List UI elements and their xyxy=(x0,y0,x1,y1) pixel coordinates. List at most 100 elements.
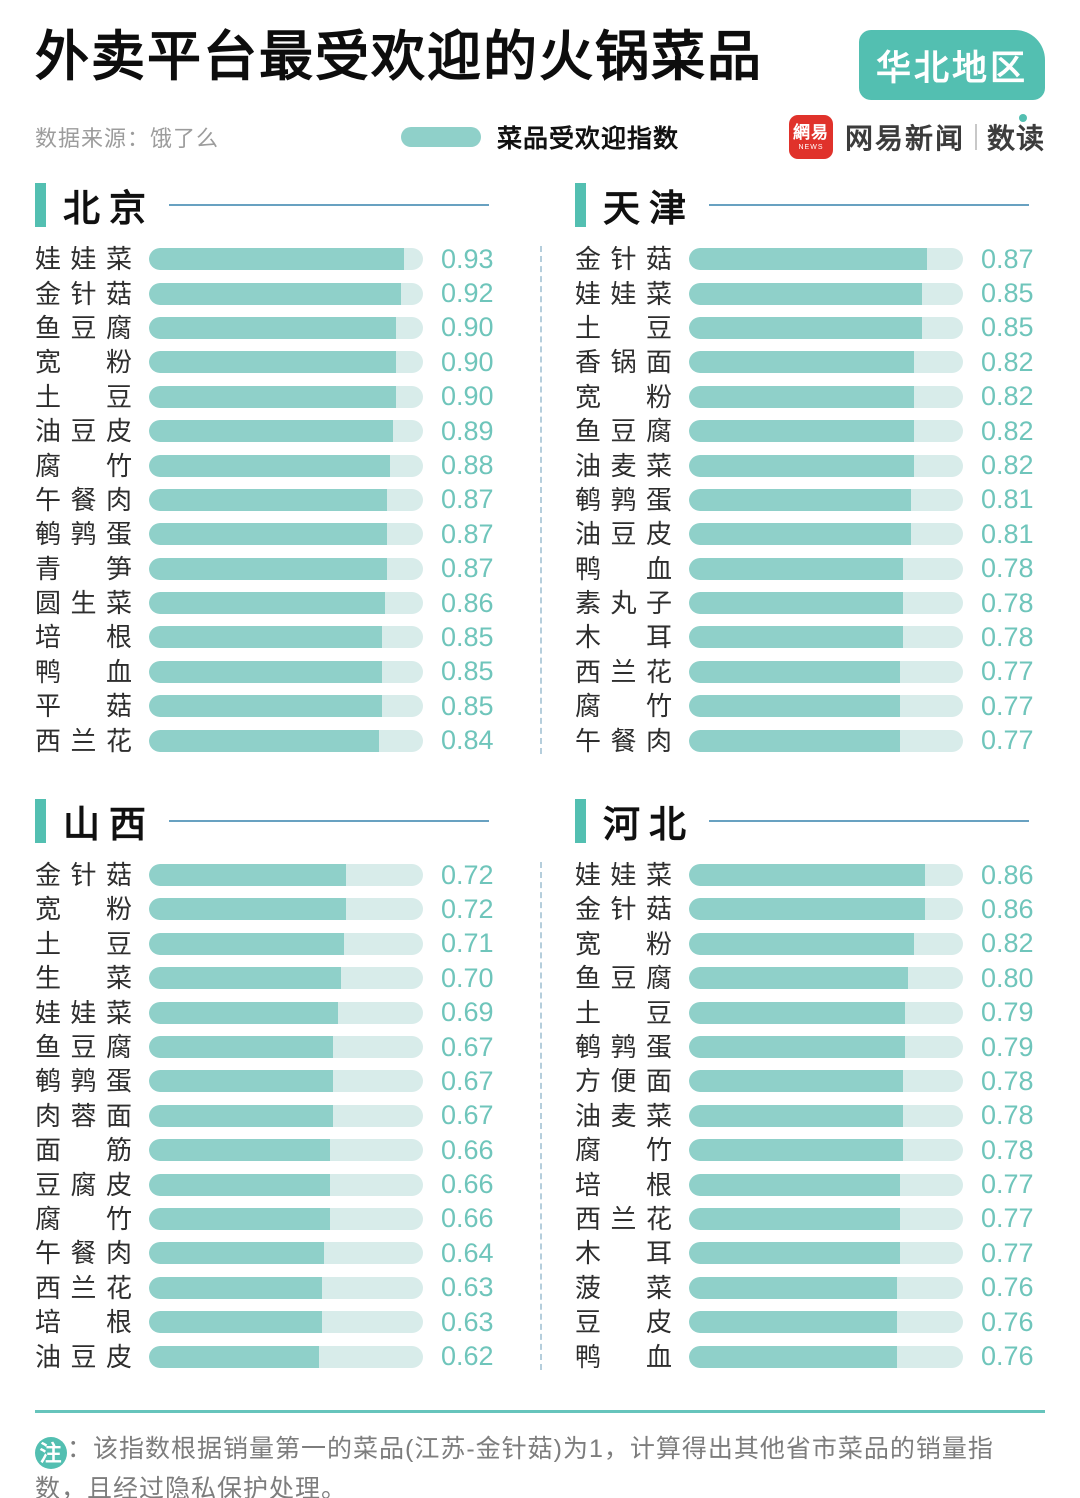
bar-fill xyxy=(689,660,900,683)
dish-row: 鹌鹑蛋 0.87 xyxy=(35,517,505,551)
bar-track xyxy=(149,729,423,752)
dish-row: 鹌鹑蛋 0.79 xyxy=(575,1030,1045,1064)
dish-value: 0.66 xyxy=(441,1134,494,1165)
bar-track xyxy=(689,282,963,305)
dish-row: 土豆 0.90 xyxy=(35,380,505,414)
bar-fill xyxy=(689,898,925,921)
dish-row: 木耳 0.78 xyxy=(575,620,1045,654)
bar-fill xyxy=(149,660,382,683)
dish-value: 0.77 xyxy=(981,1237,1034,1268)
dish-name: 娃娃菜 xyxy=(35,997,132,1028)
bar-fill xyxy=(689,1173,900,1196)
dish-name: 面筋 xyxy=(35,1135,132,1166)
dish-name: 木耳 xyxy=(575,622,672,653)
dish-value: 0.86 xyxy=(441,587,494,618)
dish-row: 培根 0.77 xyxy=(575,1167,1045,1201)
dish-name: 金针菇 xyxy=(575,244,672,275)
dish-name: 西兰花 xyxy=(35,725,132,756)
legend-label: 菜品受欢迎指数 xyxy=(497,125,680,153)
section-header-line xyxy=(709,204,1029,206)
dish-row: 鹌鹑蛋 0.67 xyxy=(35,1064,505,1098)
bar-track xyxy=(149,1070,423,1093)
bar-track xyxy=(149,626,423,649)
bar-fill xyxy=(149,1345,319,1368)
section-beijing: 北京 娃娃菜 0.93 金针菇 0.92 鱼豆腐 0.90 宽粉 0.90 土豆 0.90 油豆皮 0… xyxy=(35,180,505,758)
dish-row: 娃娃菜 0.86 xyxy=(575,858,1045,892)
dish-value: 0.82 xyxy=(981,381,1034,412)
bar-track xyxy=(689,1173,963,1196)
footer-divider xyxy=(35,1409,1045,1413)
dish-name: 鱼豆腐 xyxy=(35,1032,132,1062)
bar-track xyxy=(689,1242,963,1265)
bar-fill xyxy=(149,1036,333,1058)
dish-name: 娃娃菜 xyxy=(575,278,672,309)
bar-fill xyxy=(149,248,404,271)
bar-fill xyxy=(689,1001,906,1024)
bar-track xyxy=(149,1104,423,1127)
dish-value: 0.80 xyxy=(981,962,1034,993)
dish-value: 0.85 xyxy=(981,312,1034,343)
dish-name: 豆腐皮 xyxy=(35,1169,132,1200)
dish-value: 0.85 xyxy=(441,690,494,721)
brand: 網易 NEWS 网易新闻 数读 xyxy=(679,114,1045,159)
region-title: 山西 xyxy=(63,803,155,845)
bar-fill xyxy=(149,1173,330,1196)
dish-name: 娃娃菜 xyxy=(575,860,672,891)
bar-fill xyxy=(689,932,914,955)
bar-fill xyxy=(149,316,396,339)
netease-logo-icon: 網易 NEWS xyxy=(788,115,833,159)
bar-track xyxy=(689,592,963,615)
dish-name: 鱼豆腐 xyxy=(575,416,672,447)
brand-name: 网易新闻 xyxy=(844,123,965,154)
section-header: 北京 xyxy=(35,180,505,230)
dish-value: 0.67 xyxy=(441,1065,494,1096)
bar-track xyxy=(689,932,963,955)
dish-name: 西兰花 xyxy=(35,1272,132,1303)
bar-fill xyxy=(149,1139,330,1162)
dish-row: 培根 0.63 xyxy=(35,1305,505,1339)
bar-track xyxy=(149,557,423,580)
dish-name: 素丸子 xyxy=(575,588,672,619)
dish-name: 青笋 xyxy=(35,553,132,584)
accent-bar-icon xyxy=(575,183,586,227)
bar-track xyxy=(149,1001,423,1024)
dish-name: 鸭血 xyxy=(575,1341,672,1372)
dish-row: 香锅面 0.82 xyxy=(575,345,1045,379)
bar-fill xyxy=(149,729,380,752)
bar-track xyxy=(689,1001,963,1024)
dish-name: 宽粉 xyxy=(575,381,672,412)
bar-fill xyxy=(149,1207,330,1230)
dish-row: 土豆 0.71 xyxy=(35,927,505,961)
bar-track xyxy=(689,420,963,443)
dish-value: 0.72 xyxy=(441,859,494,890)
dish-row: 腐竹 0.66 xyxy=(35,1202,505,1236)
dish-row: 豆皮 0.76 xyxy=(575,1305,1045,1339)
dish-name: 腐竹 xyxy=(35,1203,132,1234)
dish-name: 西兰花 xyxy=(575,1203,672,1234)
dish-value: 0.63 xyxy=(441,1306,494,1337)
dish-value: 0.86 xyxy=(981,859,1034,890)
bar-fill xyxy=(149,864,347,887)
dish-value: 0.86 xyxy=(981,893,1034,924)
dish-row: 宽粉 0.90 xyxy=(35,345,505,379)
dish-name: 鹌鹑蛋 xyxy=(35,519,132,550)
dish-name: 宽粉 xyxy=(575,928,672,959)
dish-name: 豆皮 xyxy=(575,1307,672,1338)
dish-row: 西兰花 0.84 xyxy=(35,723,505,757)
bar-track xyxy=(689,626,963,649)
dish-value: 0.78 xyxy=(981,621,1034,652)
dish-row: 腐竹 0.77 xyxy=(575,689,1045,723)
bar-fill xyxy=(689,385,914,408)
bar-track xyxy=(689,1104,963,1127)
accent-bar-icon xyxy=(575,798,586,843)
dish-row: 金针菇 0.72 xyxy=(35,858,505,892)
bar-fill xyxy=(149,523,388,546)
dish-row: 圆生菜 0.86 xyxy=(35,586,505,620)
bar-track xyxy=(149,1345,423,1368)
dish-value: 0.87 xyxy=(981,243,1034,274)
bar-track xyxy=(149,351,423,374)
dish-value: 0.67 xyxy=(441,1100,494,1131)
dish-row: 娃娃菜 0.85 xyxy=(575,276,1045,310)
region-title: 天津 xyxy=(603,188,695,229)
dish-row: 鱼豆腐 0.80 xyxy=(575,961,1045,995)
